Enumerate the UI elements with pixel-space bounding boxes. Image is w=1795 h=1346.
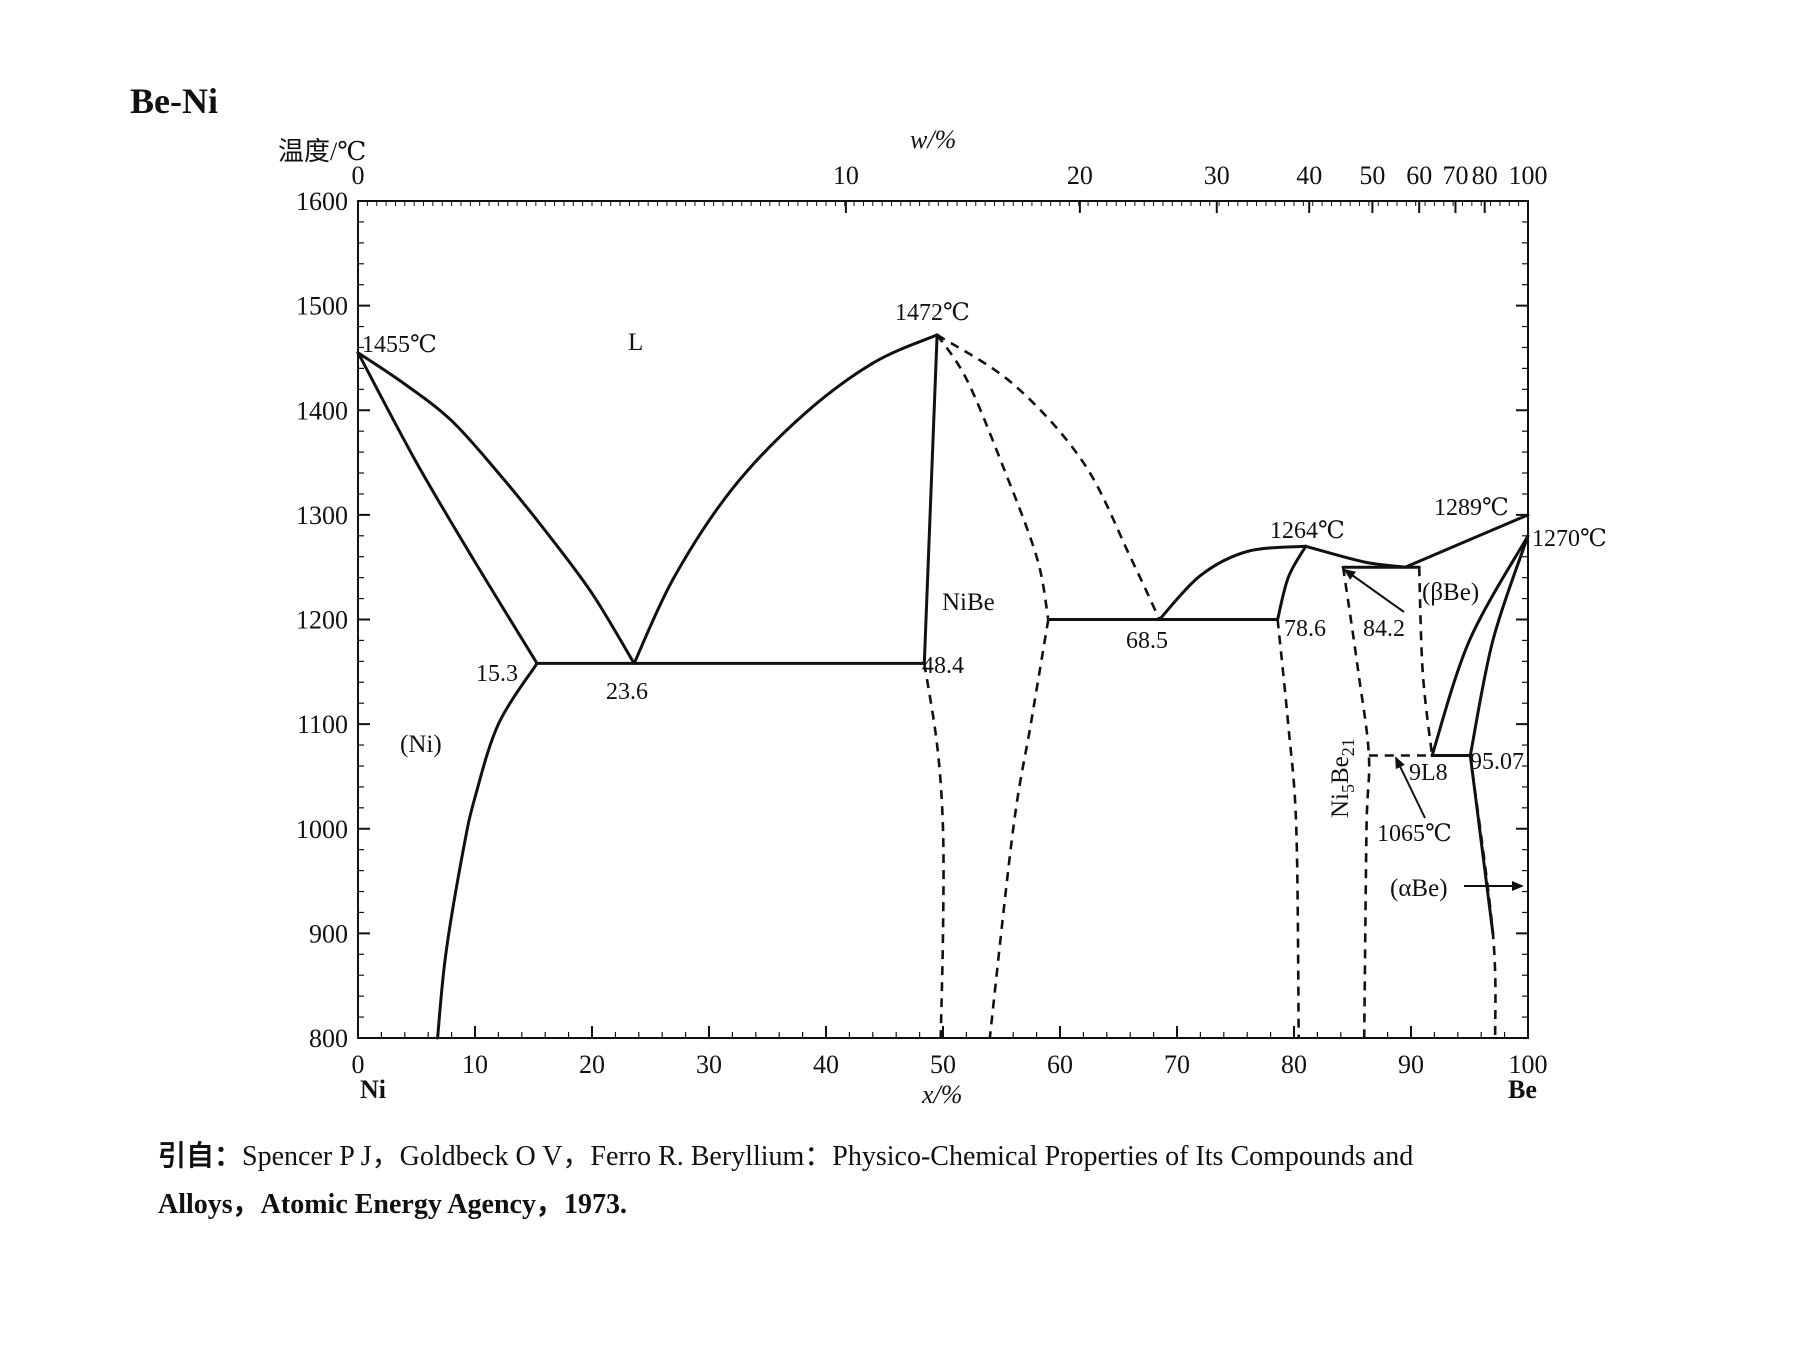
- axis-ticks: [357, 200, 1529, 1039]
- phase-boundary-solid: [356, 351, 539, 665]
- y-tick-label: 1200: [296, 606, 348, 635]
- phase-boundaries: [356, 333, 1530, 1040]
- label-1472: 1472℃: [895, 300, 970, 326]
- phase-boundary-solid: [436, 661, 539, 1040]
- x-top-tick-label: 70: [1442, 161, 1468, 190]
- y-axis-label: 温度/℃: [278, 137, 366, 166]
- phase-boundary-solid: [632, 333, 939, 665]
- y-tick-label: 800: [309, 1024, 348, 1053]
- x-bottom-tick-label: 90: [1398, 1050, 1424, 1079]
- citation: 引自：Spencer P J，Goldbeck O V，Ferro R. Ber…: [158, 1133, 1738, 1229]
- ni5be21-ni: Ni: [1327, 793, 1354, 818]
- label-alpha-be: (αBe): [1390, 875, 1448, 902]
- x-bottom-tick-label: 60: [1047, 1050, 1073, 1079]
- x-top-tick-label: 20: [1067, 161, 1093, 190]
- label-liquid-region: L: [628, 329, 643, 356]
- phase-boundary-dashed: [936, 333, 1161, 621]
- ni5be21-be: Be: [1327, 756, 1354, 784]
- phase-boundary-dashed: [1341, 567, 1371, 1039]
- phase-boundary-solid: [1276, 544, 1308, 621]
- ni5be21-sub-5: 5: [1338, 784, 1358, 793]
- x-top-tick-label: 10: [833, 161, 859, 190]
- citation-line-2: Alloys，Atomic Energy Agency，1973.: [158, 1189, 627, 1220]
- x-top-axis-label: w/%: [910, 125, 956, 154]
- phase-boundary-solid: [922, 333, 939, 665]
- label-1455: 1455℃: [362, 332, 437, 358]
- arrow-to-1065: [1395, 756, 1426, 819]
- phase-boundary-dashed: [936, 334, 1050, 620]
- x-bottom-axis-label: x/%: [921, 1080, 962, 1109]
- x-top-tick-label: 100: [1509, 161, 1548, 190]
- label-9l8: 9L8: [1409, 760, 1448, 786]
- x-bottom-tick-label: 40: [813, 1050, 839, 1079]
- label-78-6: 78.6: [1284, 616, 1326, 642]
- phase-boundary-solid: [1468, 534, 1530, 757]
- label-nibe-phase: NiBe: [942, 589, 995, 616]
- y-tick-label: 1500: [296, 292, 348, 321]
- phase-boundary-solid: [1158, 544, 1308, 621]
- label-68-5: 68.5: [1126, 628, 1168, 654]
- label-23-6: 23.6: [606, 679, 648, 705]
- x-top-tick-label: 0: [352, 161, 365, 190]
- arrow-to-84-2: [1343, 568, 1405, 613]
- label-48-4: 48.4: [922, 653, 964, 679]
- phase-boundary-dashed: [988, 619, 1050, 1039]
- y-tick-label: 1400: [296, 396, 348, 425]
- left-end-label: Ni: [360, 1075, 386, 1104]
- label-beta-be: (βBe): [1422, 579, 1479, 606]
- x-bottom-tick-label: 100: [1509, 1050, 1548, 1079]
- x-bottom-tick-label: 70: [1164, 1050, 1190, 1079]
- phase-boundary-solid: [1304, 544, 1407, 569]
- phase-boundary-dashed: [923, 663, 945, 1039]
- figure-title: Be-Ni: [130, 81, 218, 121]
- y-tick-label: 1300: [296, 501, 348, 530]
- phase-boundary-dashed: [1469, 755, 1497, 1039]
- x-top-tick-label: 40: [1296, 161, 1322, 190]
- right-end-label: Be: [1508, 1075, 1537, 1104]
- label-84-2: 84.2: [1363, 616, 1405, 642]
- y-tick-label: 900: [309, 919, 348, 948]
- phase-boundary-solid: [356, 351, 636, 665]
- x-top-tick-label: 60: [1406, 161, 1432, 190]
- phase-boundary-solid: [1430, 534, 1530, 757]
- label-1289: 1289℃: [1434, 495, 1509, 521]
- phase-boundary-dashed: [1276, 619, 1300, 1039]
- label-95-07: 95.07: [1470, 749, 1524, 775]
- x-bottom-tick-label: 50: [930, 1050, 956, 1079]
- citation-text-1: Spencer P J，Goldbeck O V，Ferro R. Beryll…: [242, 1141, 1414, 1172]
- plot-frame: [357, 200, 1529, 1039]
- x-bottom-tick-label: 80: [1281, 1050, 1307, 1079]
- x-top-tick-label: 80: [1472, 161, 1498, 190]
- y-tick-label: 1600: [296, 187, 348, 216]
- label-1270: 1270℃: [1532, 526, 1607, 552]
- label-ni5be21-phase: Ni5Be21: [1327, 738, 1358, 818]
- x-bottom-tick-label: 0: [352, 1050, 365, 1079]
- x-bottom-tick-label: 20: [579, 1050, 605, 1079]
- label-ni-solid-solution: (Ni): [400, 731, 442, 758]
- x-bottom-tick-label: 30: [696, 1050, 722, 1079]
- x-top-tick-label: 30: [1204, 161, 1230, 190]
- y-tick-label: 1100: [297, 710, 348, 739]
- citation-line-1: 引自：Spencer P J，Goldbeck O V，Ferro R. Ber…: [158, 1133, 1738, 1181]
- phase-boundary-solid: [1403, 513, 1530, 569]
- x-bottom-tick-label: 10: [462, 1050, 488, 1079]
- phase-boundary-dashed: [1417, 567, 1434, 756]
- label-1264: 1264℃: [1270, 518, 1345, 544]
- label-1065: 1065℃: [1377, 821, 1452, 847]
- label-15-3: 15.3: [476, 661, 518, 687]
- y-tick-label: 1000: [296, 815, 348, 844]
- ni5be21-sub-21: 21: [1338, 738, 1358, 756]
- x-top-tick-label: 50: [1359, 161, 1385, 190]
- citation-prefix: 引自：: [158, 1141, 243, 1172]
